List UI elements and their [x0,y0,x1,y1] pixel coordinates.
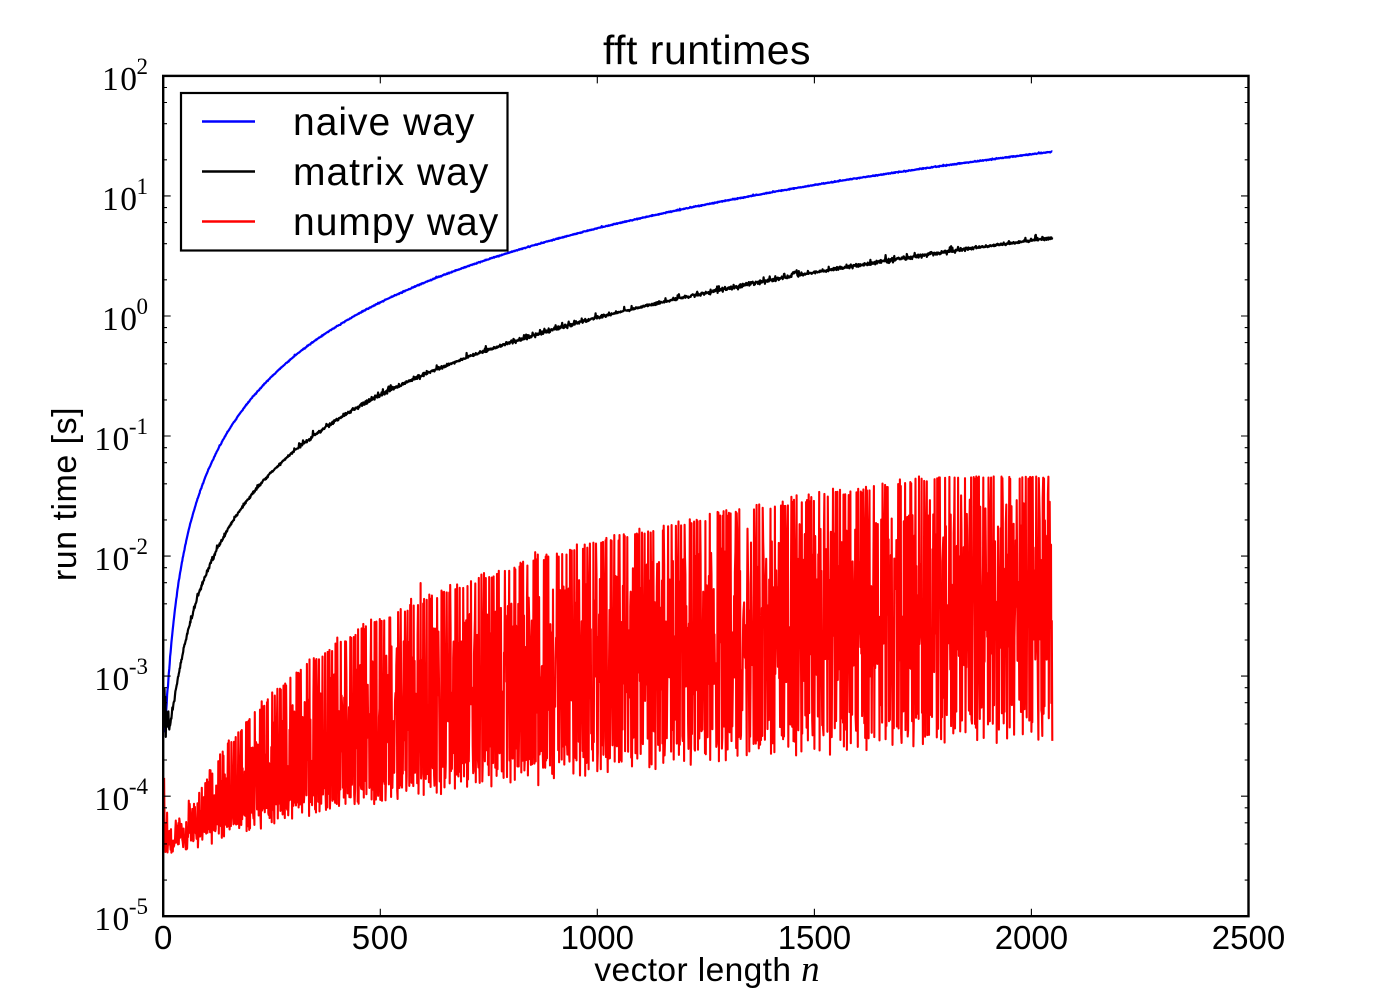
svg-text:-2: -2 [129,534,148,559]
svg-text:-3: -3 [129,654,148,679]
svg-text:1500: 1500 [778,919,851,956]
svg-text:-1: -1 [129,414,148,439]
svg-text:10: 10 [102,61,139,98]
svg-text:2500: 2500 [1212,919,1285,956]
svg-text:1: 1 [137,174,149,199]
svg-text:2: 2 [137,54,149,79]
svg-text:run time [s]: run time [s] [46,407,84,581]
svg-text:10: 10 [94,661,131,698]
svg-text:naive way: naive way [293,101,475,144]
svg-text:2000: 2000 [995,919,1068,956]
svg-text:1000: 1000 [561,919,634,956]
svg-text:500: 500 [352,919,409,956]
svg-text:numpy way: numpy way [293,201,499,244]
svg-text:0: 0 [154,919,172,956]
svg-text:10: 10 [94,421,131,458]
svg-text:-4: -4 [129,774,149,799]
svg-text:10: 10 [94,541,131,578]
svg-text:0: 0 [137,294,149,319]
svg-text:fft runtimes: fft runtimes [603,27,811,73]
svg-text:10: 10 [94,781,131,818]
svg-text:10: 10 [94,901,131,938]
svg-text:matrix way: matrix way [293,151,489,194]
svg-text:vector length n: vector length n [594,949,819,990]
svg-text:-5: -5 [129,894,148,919]
svg-text:10: 10 [102,301,139,338]
svg-text:10: 10 [102,181,139,218]
